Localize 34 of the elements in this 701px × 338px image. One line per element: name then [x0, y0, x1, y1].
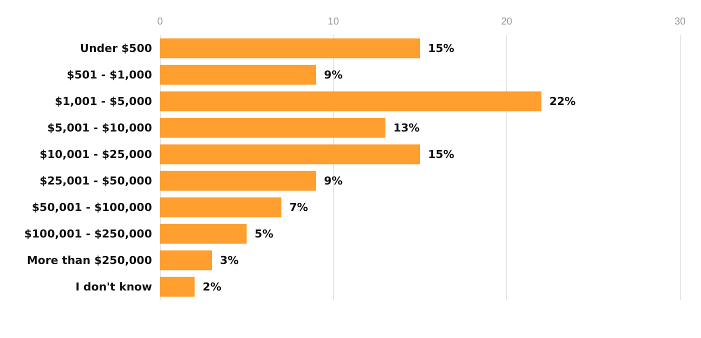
y-tick-label: $10,001 - $25,000: [40, 148, 152, 161]
bar: [160, 144, 420, 164]
data-label: 7%: [289, 200, 308, 214]
bar: [160, 276, 195, 297]
x-tick-label: 20: [501, 16, 513, 28]
bar: [160, 38, 420, 58]
x-tick-label: 0: [157, 16, 164, 28]
data-label: 13%: [393, 121, 420, 134]
y-tick-label: $5,001 - $10,000: [47, 121, 152, 134]
data-label: 5%: [254, 227, 274, 240]
y-tick-label: $100,001 - $250,000: [24, 227, 152, 240]
x-tick-label: 30: [674, 16, 686, 28]
bar: [160, 250, 212, 270]
data-label: 22%: [549, 94, 576, 108]
bar: [160, 118, 386, 138]
data-label: 15%: [428, 148, 454, 161]
y-tick-label: $1,001 - $5,000: [54, 94, 152, 108]
y-tick-label: Under $500: [80, 42, 152, 55]
y-tick-label: More than $250,000: [26, 254, 152, 267]
data-label: 9%: [324, 68, 343, 82]
data-label: 15%: [428, 42, 454, 55]
data-label: 2%: [202, 280, 222, 294]
bar: [160, 170, 316, 191]
data-label: 9%: [324, 174, 343, 188]
y-tick-label: $50,001 - $100,000: [32, 200, 152, 214]
y-tick-label: $501 - $1,000: [66, 68, 152, 82]
data-label: 3%: [220, 254, 239, 267]
y-tick-label: $25,001 - $50,000: [40, 174, 152, 188]
y-tick-label: I don't know: [75, 280, 152, 294]
x-tick-label: 10: [328, 16, 340, 28]
bar: [160, 64, 316, 85]
bar: [160, 91, 542, 112]
bar: [160, 197, 282, 218]
bar: [160, 224, 247, 244]
